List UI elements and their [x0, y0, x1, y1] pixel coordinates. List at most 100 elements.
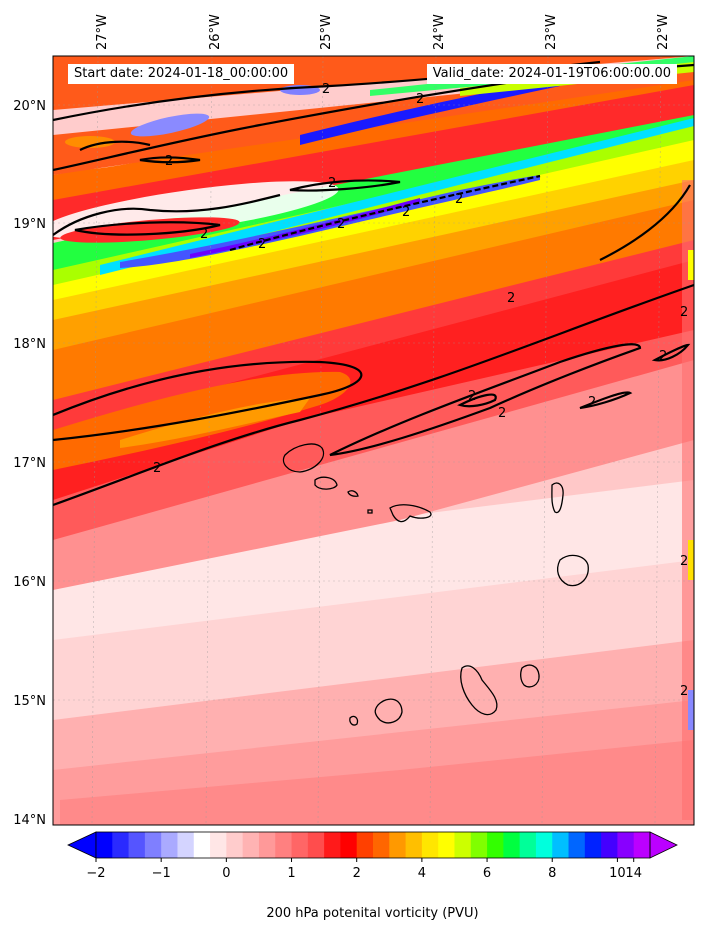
sao-nicolau-coast: [389, 504, 432, 523]
contour-label: 2: [680, 554, 688, 569]
colorbar-swatch: [177, 832, 195, 858]
lon-label: 27°W: [95, 14, 110, 50]
lat-label: 19°N: [13, 217, 46, 232]
contour-label: 2: [507, 291, 515, 306]
colorbar-swatch: [454, 832, 472, 858]
colorbar-swatch: [535, 832, 553, 858]
colorbar-swatch: [601, 832, 618, 858]
lat-label: 15°N: [13, 694, 46, 709]
latitude-labels: 20°N 19°N 18°N 17°N 16°N 15°N 14°N: [13, 99, 46, 828]
colorbar-swatch: [193, 832, 211, 858]
pv-2-contours: [53, 60, 694, 507]
lon-label: 25°W: [319, 14, 334, 50]
colorbar-swatch: [144, 832, 162, 858]
boa-vista-coast: [557, 554, 589, 587]
colorbar-swatch: [161, 832, 178, 858]
contour-label: 2: [588, 395, 596, 410]
lat-label: 14°N: [13, 813, 46, 828]
colorbar-swatch: [128, 832, 146, 858]
brava-coast: [349, 715, 359, 726]
colorbar-swatch: [242, 832, 260, 858]
lon-label: 23°W: [544, 14, 559, 50]
colorbar-swatch: [568, 832, 586, 858]
lat-label: 20°N: [13, 99, 46, 114]
coastlines: [282, 443, 589, 726]
colorbar-swatch: [340, 832, 358, 858]
lat-label: 18°N: [13, 337, 46, 352]
colorbar-swatch: [617, 832, 635, 858]
start-date-label: Start date: 2024-01-18_00:00:00: [68, 64, 295, 84]
contour-label: 2: [200, 227, 208, 242]
colorbar-tick-label: 6: [483, 866, 491, 881]
colorbar-ticks: −2 −1 0 1 2 4 6 8 10 14: [86, 858, 642, 881]
contour-label: 2: [337, 217, 345, 232]
colorbar-swatch: [503, 832, 521, 858]
maio-coast: [520, 664, 540, 688]
contour-label: 2: [153, 461, 161, 476]
colorbar-swatch: [226, 832, 244, 858]
colorbar-swatch: [552, 832, 570, 858]
colorbar-tick-label: 4: [418, 866, 426, 881]
colorbar-swatch: [275, 832, 293, 858]
santo-antao-coast: [282, 443, 325, 473]
contour-label: 2: [416, 92, 424, 107]
colorbar-swatch: [633, 832, 651, 858]
contour-labels: 2 2 2 2 2 2 2 2 2 2 2 2 2 2 2 2 2 2: [153, 82, 688, 699]
colorbar-swatch: [96, 832, 113, 858]
lat-label: 16°N: [13, 575, 46, 590]
colorbar-tick-label: 10: [609, 866, 626, 881]
colorbar-extend-min: [67, 831, 97, 859]
fogo-coast: [374, 698, 403, 724]
colorbar-swatch: [438, 832, 455, 858]
colorbar-swatch: [291, 832, 309, 858]
contour-label: 2: [328, 176, 336, 191]
colorbar-swatch: [389, 832, 407, 858]
pv-field: [53, 56, 694, 825]
colorbar-tick-label: −1: [152, 866, 171, 881]
colorbar-frame: [95, 831, 651, 859]
colorbar-extend-max: [649, 831, 678, 859]
raso-coast: [367, 509, 373, 514]
colorbar-swatch: [470, 832, 488, 858]
sal-coast: [551, 482, 564, 514]
colorbar-swatch: [421, 832, 439, 858]
contour-label: 2: [165, 154, 173, 169]
contour-label: 2: [455, 192, 463, 207]
santiago-coast: [460, 665, 498, 716]
colorbar-swatch: [487, 832, 504, 858]
contour-label: 2: [402, 205, 410, 220]
contour-label: 2: [680, 684, 688, 699]
map-frame: [52, 55, 695, 826]
colorbar-swatch: [307, 832, 325, 858]
valid-date-label: Valid_date: 2024-01-19T06:00:00.00: [426, 64, 677, 84]
colorbar-swatch: [112, 832, 130, 858]
colorbar-swatch: [324, 832, 341, 858]
colorbar-tick-label: −2: [86, 866, 105, 881]
contour-label: 2: [322, 82, 330, 97]
lon-label: 24°W: [432, 14, 447, 50]
colorbar-tick-label: 2: [353, 866, 361, 881]
lon-label: 22°W: [656, 14, 671, 50]
colorbar-swatch: [258, 832, 276, 858]
colorbar-swatch: [210, 832, 227, 858]
lat-label: 17°N: [13, 456, 46, 471]
colorbar-tick-label: 14: [625, 866, 642, 881]
colorbar-swatch: [405, 832, 423, 858]
colorbar-tick-label: 8: [548, 866, 556, 881]
santa-luzia-coast: [347, 490, 359, 497]
contour-label: 2: [468, 389, 476, 404]
contour-label: 2: [258, 237, 266, 252]
contour-label: 2: [680, 305, 688, 320]
colorbar-swatch: [519, 832, 537, 858]
sao-vicente-coast: [314, 476, 338, 490]
colorbar-title: 200 hPa potenital vorticity (PVU): [266, 906, 479, 921]
lon-label: 26°W: [208, 14, 223, 50]
colorbar-tick-label: 0: [222, 866, 230, 881]
contour-label: 2: [659, 349, 667, 364]
colorbar: [67, 831, 678, 859]
colorbar-swatch: [356, 832, 374, 858]
colorbar-swatch: [584, 832, 602, 858]
colorbar-tick-label: 1: [287, 866, 295, 881]
longitude-labels: 27°W 26°W 25°W 24°W 23°W 22°W: [95, 14, 671, 50]
